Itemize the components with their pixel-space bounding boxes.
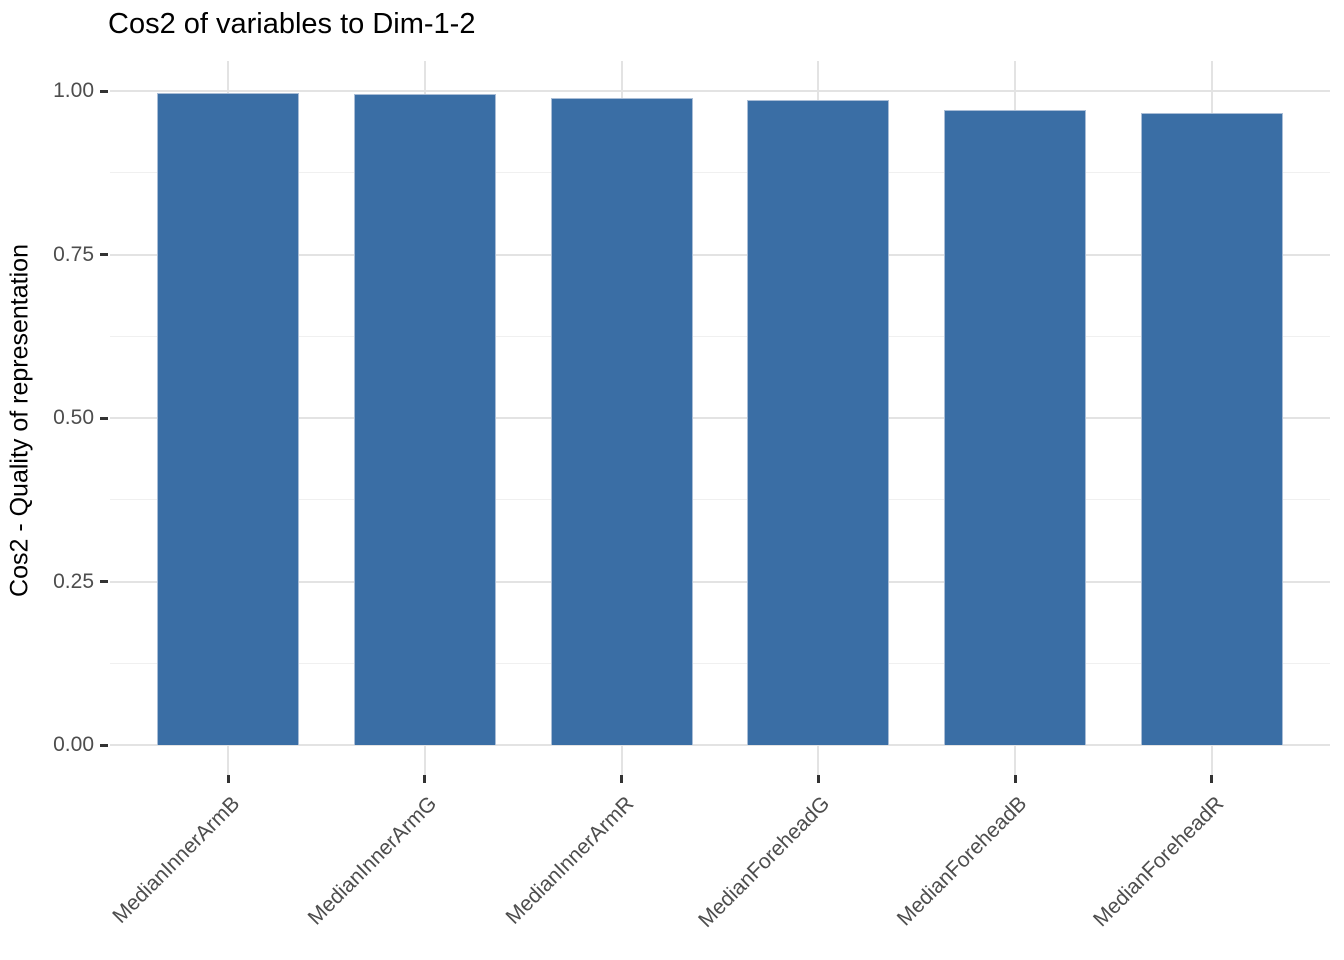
bar-MedianInnerArmG [353,94,496,745]
x-tick-mark [1210,775,1214,783]
y-gridline-minor [110,335,1330,337]
bar-MedianForeheadG [747,100,890,745]
y-gridline-major [110,417,1330,419]
x-tick-mark [1013,775,1017,783]
x-tick-mark [620,775,624,783]
y-tick-mark [100,253,108,256]
x-tick-label: MedianForeheadR [1088,792,1229,932]
x-tick-label: MedianInnerArmG [303,792,442,930]
x-tick-mark [226,775,230,783]
chart-title: Cos2 of variables to Dim-1-2 [108,8,476,40]
y-tick-mark [100,89,108,93]
plot-panel [110,61,1330,775]
x-tick-label: MedianForeheadB [892,792,1032,931]
y-gridline-minor [110,662,1330,664]
y-tick-label: 0.50 [53,406,94,429]
x-tick-label: MedianInnerArmR [501,792,638,929]
y-tick-mark [100,416,108,420]
y-tick-label: 1.00 [53,79,94,102]
y-gridline-minor [110,172,1330,174]
y-tick-mark [100,580,108,583]
y-gridline-major [110,253,1330,256]
bar-MedianForeheadR [1140,112,1283,745]
y-tick-label: 0.00 [53,733,94,756]
bar-MedianForeheadB [944,109,1087,745]
x-tick-mark [423,775,427,783]
x-tick-mark [816,775,820,783]
bar-MedianInnerArmB [157,92,300,745]
y-gridline-major [110,580,1330,583]
y-tick-mark [100,743,108,747]
x-tick-label: MedianForeheadG [694,792,835,933]
y-gridline-major [110,90,1330,92]
x-tick-label: MedianInnerArmB [108,792,245,928]
y-gridline-major [110,744,1330,746]
y-gridline-minor [110,499,1330,501]
y-tick-label: 0.25 [53,569,94,593]
bar-MedianInnerArmR [550,98,693,745]
y-tick-label: 0.75 [53,242,94,266]
